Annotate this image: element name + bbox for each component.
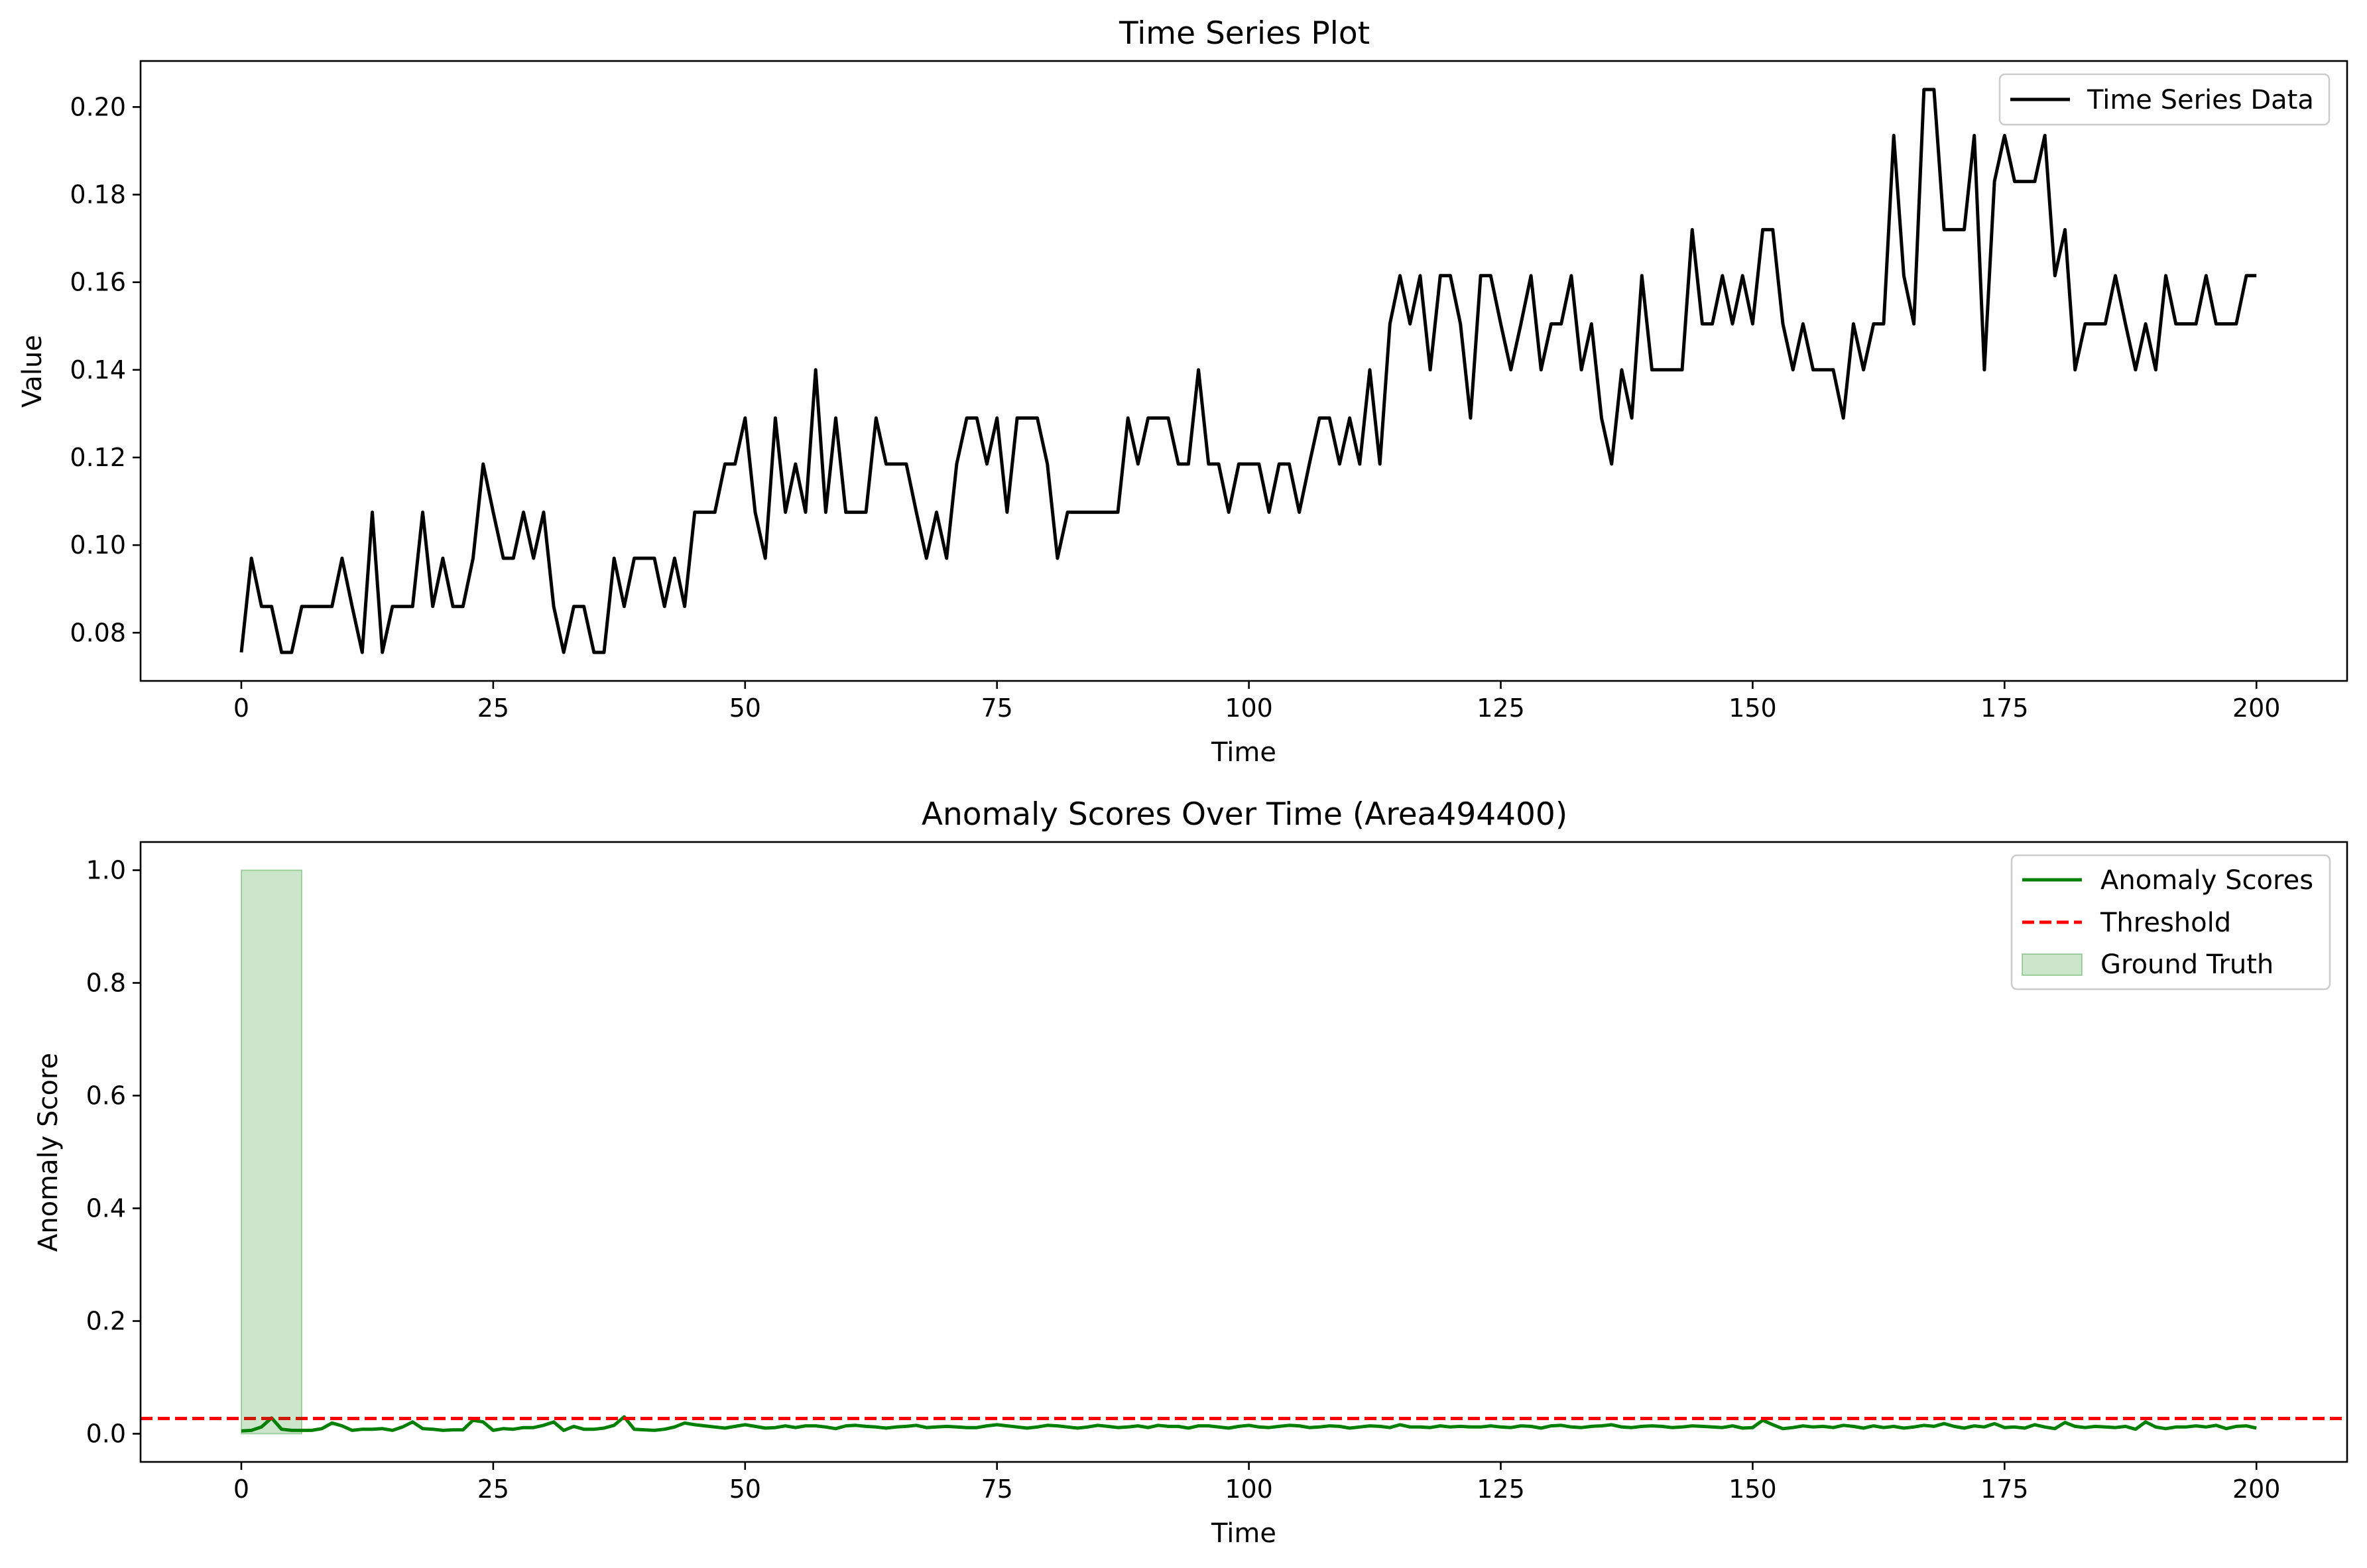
anomaly-y-tick-label: 1.0 xyxy=(86,856,126,885)
time-series-axes-frame xyxy=(139,60,2348,682)
anomaly-scores-line xyxy=(241,1415,2257,1433)
time-series-y-tick-label: 0.12 xyxy=(70,443,126,472)
time-series-x-tick-label: 75 xyxy=(981,694,1013,723)
time-series-legend-box xyxy=(1998,73,2331,126)
time-series-x-tick-label: 100 xyxy=(1225,694,1273,723)
time-series-y-axis-label: Value xyxy=(17,335,48,408)
legend-swatch-ground-truth xyxy=(2022,953,2083,976)
time-series-plot-area xyxy=(239,88,2257,654)
time-series-y-tick-label: 0.20 xyxy=(70,92,126,121)
time-series-y-ticks: 0.08 0.10 0.12 0.14 0.16 0.18 0.20 xyxy=(70,92,141,647)
time-series-y-tick-label: 0.10 xyxy=(70,530,126,560)
anomaly-x-tick-label: 200 xyxy=(2232,1475,2281,1504)
anomaly-y-tick-label: 0.4 xyxy=(86,1194,126,1223)
anomaly-x-tick-label: 175 xyxy=(1980,1475,2029,1504)
time-series-x-tick-label: 200 xyxy=(2232,694,2281,723)
anomaly-legend: Anomaly Scores Threshold Ground Truth xyxy=(2010,854,2331,991)
anomaly-x-tick-label: 50 xyxy=(729,1475,761,1504)
anomaly-y-tick-label: 0.2 xyxy=(86,1307,126,1336)
time-series-y-tick-label: 0.16 xyxy=(70,268,126,297)
time-series-x-ticks: 0 25 50 75 100 125 150 175 200 xyxy=(233,681,2281,723)
time-series-y-tick-label: 0.08 xyxy=(70,618,126,647)
legend-label-ground-truth: Ground Truth xyxy=(2100,949,2274,980)
anomaly-legend-box xyxy=(2010,854,2331,991)
time-series-y-tick-label: 0.14 xyxy=(70,355,126,385)
anomaly-x-ticks: 0 25 50 75 100 125 150 175 200 xyxy=(233,1462,2281,1504)
legend-label-anomaly-scores: Anomaly Scores xyxy=(2100,865,2313,896)
anomaly-x-axis-label: Time xyxy=(1211,1518,1276,1549)
anomaly-x-tick-label: 125 xyxy=(1477,1475,1525,1504)
time-series-data-line xyxy=(239,88,2257,654)
time-series-x-tick-label: 25 xyxy=(477,694,509,723)
time-series-x-tick-label: 50 xyxy=(729,694,761,723)
time-series-x-tick-label: 150 xyxy=(1729,694,1777,723)
time-series-legend: Time Series Data xyxy=(1998,73,2331,126)
legend-label-time-series-data: Time Series Data xyxy=(2087,85,2314,115)
anomaly-y-tick-label: 0.6 xyxy=(86,1081,126,1111)
anomaly-x-tick-label: 75 xyxy=(981,1475,1013,1504)
anomaly-y-tick-label: 0.0 xyxy=(86,1419,126,1449)
legend-label-threshold: Threshold xyxy=(2100,908,2231,938)
anomaly-panel: Anomaly Scores Over Time (Area494400) 0 2… xyxy=(33,796,2348,1549)
anomaly-y-axis-label: Anomaly Score xyxy=(33,1053,64,1252)
time-series-panel: Time Series Plot 0 25 50 75 100 125 150 175 200 … xyxy=(17,15,2348,768)
anomaly-x-tick-label: 150 xyxy=(1729,1475,1777,1504)
time-series-y-tick-label: 0.18 xyxy=(70,180,126,210)
time-series-x-tick-label: 125 xyxy=(1477,694,1525,723)
anomaly-y-tick-label: 0.8 xyxy=(86,969,126,998)
ground-truth-span xyxy=(240,869,303,1435)
time-series-x-tick-label: 175 xyxy=(1980,694,2029,723)
anomaly-x-tick-label: 25 xyxy=(477,1475,509,1504)
time-series-title: Time Series Plot xyxy=(1119,15,1370,52)
anomaly-x-tick-label: 100 xyxy=(1225,1475,1273,1504)
anomaly-y-ticks: 0.0 0.2 0.4 0.6 0.8 1.0 xyxy=(86,856,141,1449)
anomaly-axes-frame xyxy=(139,841,2348,1463)
time-series-x-tick-label: 0 xyxy=(233,694,249,723)
anomaly-x-tick-label: 0 xyxy=(233,1475,249,1504)
time-series-x-axis-label: Time xyxy=(1211,737,1276,768)
anomaly-scores-title: Anomaly Scores Over Time (Area494400) xyxy=(922,796,1567,833)
anomaly-plot-area xyxy=(141,869,2347,1435)
